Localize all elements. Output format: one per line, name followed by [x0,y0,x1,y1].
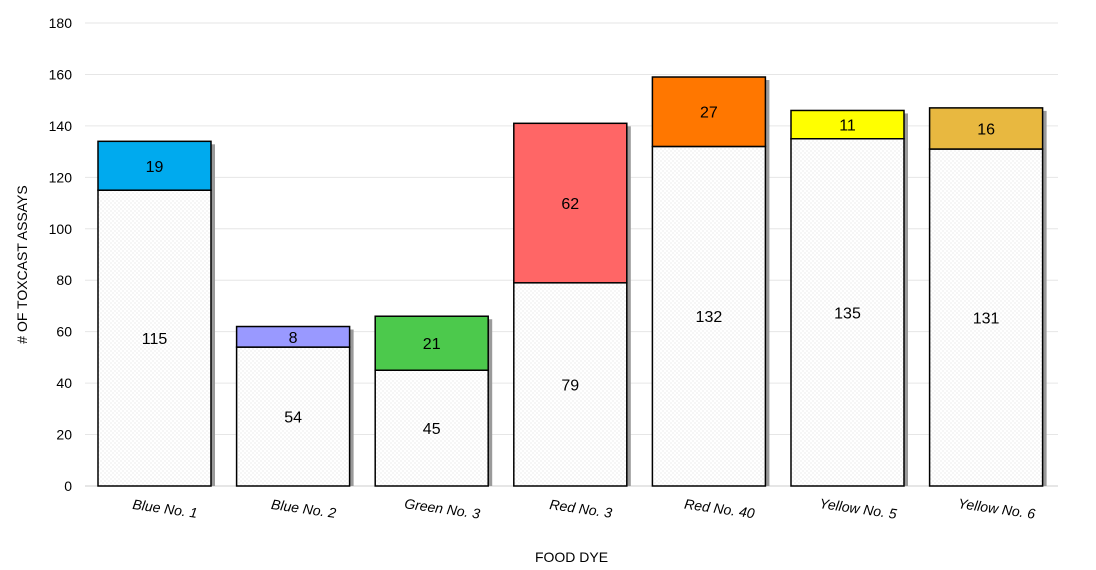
bar-top-segment [790,109,905,140]
bar-base-segment [513,282,628,487]
bar-top-segment [928,107,1044,150]
bar-top-label: 27 [700,105,718,122]
x-tick-label: Green No. 3 [403,495,481,521]
y-tick-label: 40 [56,375,72,391]
x-axis: Blue No. 1 Blue No. 2 Green No. 3 Red No. 3… [132,495,1037,522]
bar-base-label: 131 [973,311,1000,328]
bar-base-segment [374,369,489,487]
y-tick-label: 160 [49,66,73,82]
x-tick-label: Yellow No. 6 [957,495,1037,522]
y-tick-label: 80 [56,272,72,288]
x-tick-label: Red No. 40 [683,496,756,522]
bars: 115 19 54 8 45 21 79 62 132 27 135 11 131 16 [97,76,1047,487]
y-tick-label: 180 [49,15,73,31]
bar-top-label: 8 [289,330,298,347]
y-tick-label: 0 [64,478,72,494]
bar-top-segment [97,140,212,191]
bar-top-label: 62 [561,196,579,213]
bar-base-label: 135 [834,305,861,322]
bar-top-segment [513,122,628,284]
x-tick-label: Blue No. 1 [132,496,199,521]
bar-base-segment [651,145,767,487]
x-tick-label: Red No. 3 [549,496,614,521]
bar-top-segment [235,325,351,348]
y-tick-label: 20 [56,427,72,443]
bar-base-label: 115 [142,331,168,348]
y-tick-label: 140 [49,118,73,134]
y-axis-title: # OF TOXCAST ASSAYS [14,185,30,343]
y-tick-label: 60 [56,324,72,340]
bar-base-segment [97,189,212,487]
bar-base-label: 132 [696,309,723,326]
bar-base-segment [928,148,1044,487]
bar-base-segment [790,138,905,487]
bar-top-label: 16 [977,121,995,138]
bar-base-label: 45 [423,421,441,438]
y-tick-label: 100 [49,221,73,237]
bar-top-segment [374,315,489,372]
bar-base-label: 79 [561,377,579,394]
y-tick-label: 120 [49,169,73,185]
bar-top-label: 19 [146,159,164,176]
bar-top-label: 11 [839,118,856,135]
x-tick-label: Blue No. 2 [270,496,337,521]
x-tick-label: Yellow No. 5 [818,495,898,522]
x-axis-title: FOOD DYE [535,549,608,565]
bar-base-label: 54 [284,410,302,427]
bar-top-label: 21 [423,336,441,353]
bar-base-segment [235,346,351,487]
bar-top-segment [651,76,767,148]
